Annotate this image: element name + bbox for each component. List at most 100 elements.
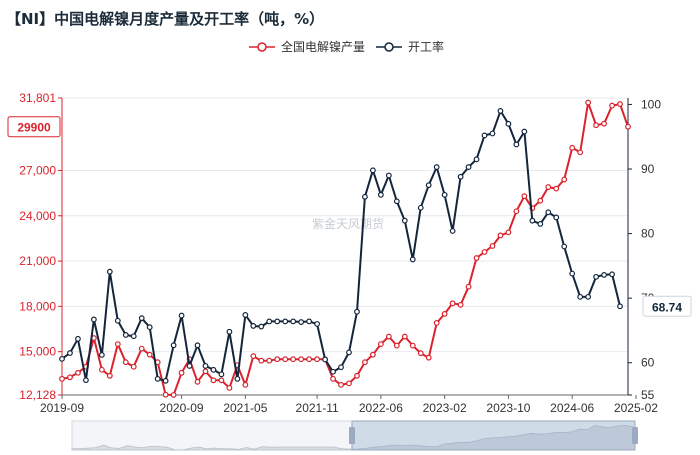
rate-point[interactable] (457, 173, 464, 180)
production-point[interactable] (138, 345, 145, 352)
rate-point[interactable] (98, 352, 105, 358)
production-point[interactable] (194, 378, 201, 385)
rate-point[interactable] (75, 335, 81, 342)
production-point[interactable] (497, 232, 504, 239)
rate-point[interactable] (130, 333, 137, 340)
production-point[interactable] (385, 333, 392, 340)
rate-point[interactable] (449, 228, 456, 234)
production-point[interactable] (226, 384, 233, 391)
rate-point[interactable] (138, 315, 145, 322)
production-point[interactable] (465, 283, 472, 290)
rate-point[interactable] (362, 193, 368, 200)
rate-point[interactable] (67, 350, 73, 356)
production-point[interactable] (362, 359, 368, 366)
production-point[interactable] (298, 356, 305, 363)
production-point[interactable] (377, 341, 384, 347)
production-point[interactable] (521, 193, 528, 200)
rate-point[interactable] (441, 191, 448, 198)
production-point[interactable] (617, 101, 623, 107)
rate-point[interactable] (473, 156, 480, 163)
production-point[interactable] (569, 144, 576, 151)
rate-point[interactable] (593, 273, 600, 280)
rate-point[interactable] (306, 318, 313, 325)
production-point[interactable] (346, 380, 352, 387)
rate-point[interactable] (553, 214, 560, 221)
production-point[interactable] (314, 356, 320, 363)
data-zoom-slider[interactable] (71, 420, 638, 451)
production-point[interactable] (162, 391, 169, 398)
production-point[interactable] (114, 341, 121, 347)
production-point[interactable] (409, 342, 416, 349)
rate-point[interactable] (266, 318, 273, 325)
rate-point[interactable] (322, 356, 328, 363)
rate-point[interactable] (393, 198, 400, 205)
production-point[interactable] (457, 301, 464, 308)
rate-point[interactable] (186, 363, 193, 369)
rate-point[interactable] (234, 375, 241, 382)
rate-point[interactable] (106, 268, 113, 275)
rate-point[interactable] (505, 120, 512, 127)
rate-point[interactable] (537, 221, 544, 227)
rate-point[interactable] (162, 377, 169, 384)
rate-point[interactable] (569, 270, 576, 277)
production-point[interactable] (553, 185, 560, 192)
rate-point[interactable] (314, 321, 320, 327)
rate-point[interactable] (218, 371, 225, 378)
legend-item-production[interactable]: 全国电解镍产量 (249, 39, 365, 54)
production-point[interactable] (449, 300, 456, 307)
rate-point[interactable] (497, 108, 504, 114)
production-point[interactable] (266, 357, 273, 364)
rate-point[interactable] (290, 318, 297, 325)
production-point[interactable] (425, 354, 432, 361)
rate-point[interactable] (170, 342, 177, 349)
production-point[interactable] (250, 353, 257, 360)
production-point[interactable] (417, 350, 424, 357)
production-point[interactable] (98, 366, 105, 373)
rate-point[interactable] (481, 132, 488, 139)
production-point[interactable] (593, 122, 600, 129)
rate-point[interactable] (242, 312, 249, 318)
rate-point[interactable] (401, 217, 408, 224)
production-point[interactable] (401, 333, 408, 340)
production-point[interactable] (625, 123, 631, 130)
rate-point[interactable] (330, 368, 336, 375)
production-point[interactable] (306, 356, 313, 363)
rate-point[interactable] (282, 318, 289, 325)
rate-point[interactable] (577, 293, 584, 300)
production-point[interactable] (545, 184, 552, 190)
production-point[interactable] (59, 375, 65, 382)
production-point[interactable] (354, 372, 360, 379)
rate-point[interactable] (114, 317, 121, 324)
rate-point[interactable] (545, 209, 552, 216)
rate-point[interactable] (250, 323, 257, 329)
rate-point[interactable] (338, 364, 344, 371)
production-point[interactable] (585, 99, 592, 106)
rate-point[interactable] (465, 164, 472, 170)
production-point[interactable] (170, 392, 177, 398)
rate-point[interactable] (122, 332, 129, 338)
rate-point[interactable] (83, 377, 89, 384)
production-point[interactable] (433, 320, 440, 326)
production-point[interactable] (146, 351, 153, 358)
rate-point[interactable] (370, 167, 376, 174)
rate-point[interactable] (585, 293, 592, 300)
production-point[interactable] (290, 356, 297, 363)
production-point[interactable] (393, 342, 400, 349)
zoom-handle-left[interactable] (349, 427, 355, 444)
production-point[interactable] (67, 374, 73, 381)
production-point[interactable] (178, 369, 185, 376)
rate-point[interactable] (146, 324, 153, 331)
production-point[interactable] (489, 243, 496, 249)
rate-point[interactable] (513, 141, 520, 148)
rate-point[interactable] (529, 217, 536, 224)
rate-point[interactable] (298, 319, 305, 325)
rate-point[interactable] (202, 363, 209, 369)
rate-point[interactable] (178, 312, 185, 319)
production-point[interactable] (130, 363, 137, 370)
rate-point[interactable] (489, 130, 496, 137)
rate-point[interactable] (154, 375, 161, 382)
zoom-selection[interactable] (351, 420, 636, 451)
rate-point[interactable] (409, 256, 416, 263)
legend[interactable]: 全国电解镍产量 开工率 (249, 39, 444, 54)
rate-point[interactable] (617, 303, 623, 310)
